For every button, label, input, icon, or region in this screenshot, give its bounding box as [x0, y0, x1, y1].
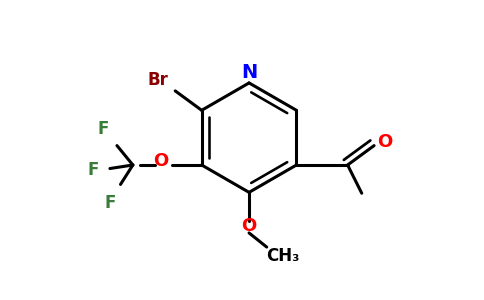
Text: O: O [377, 133, 393, 151]
Text: F: F [104, 194, 116, 212]
Text: O: O [153, 152, 169, 170]
Text: F: F [87, 161, 99, 179]
Text: CH₃: CH₃ [266, 247, 299, 265]
Text: N: N [241, 63, 257, 82]
Text: Br: Br [147, 71, 168, 89]
Text: O: O [242, 217, 257, 235]
Text: F: F [97, 120, 108, 138]
